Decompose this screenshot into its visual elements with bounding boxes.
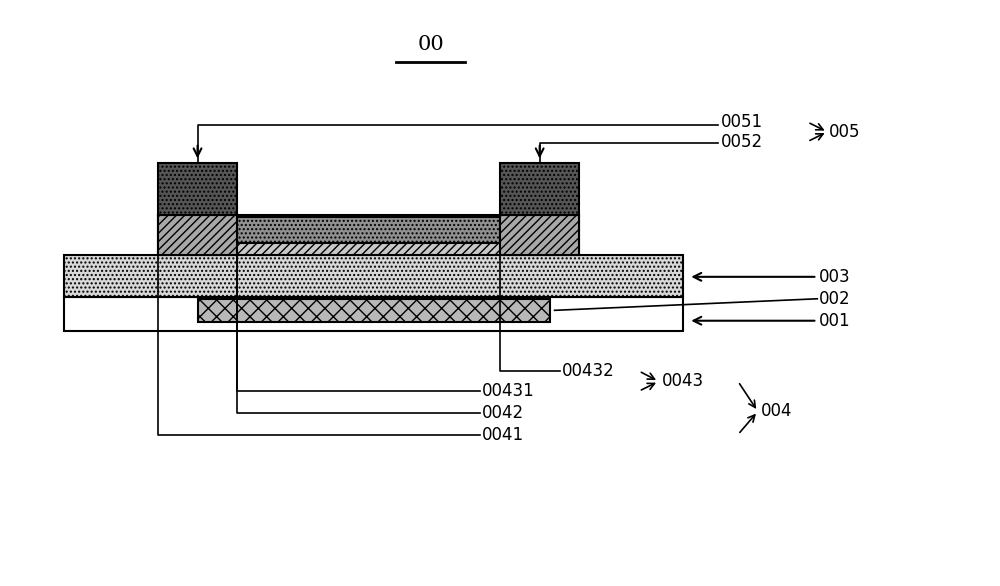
Bar [237,217,500,243]
Text: 00432: 00432 [561,362,614,380]
Bar [500,163,579,215]
Text: 0043: 0043 [662,372,704,390]
Text: 0042: 0042 [482,404,524,421]
Text: 004: 004 [761,403,792,420]
Bar [158,163,237,215]
Text: 001: 001 [819,312,851,330]
Text: 0052: 0052 [721,132,763,151]
Text: 005: 005 [829,123,861,141]
Text: 002: 002 [819,289,851,308]
Bar [64,255,683,297]
Bar [198,299,550,322]
Text: 003: 003 [819,268,851,286]
Bar [158,215,579,255]
Text: 0041: 0041 [482,425,524,444]
Bar [158,215,237,255]
Bar [64,297,683,331]
Text: 00431: 00431 [482,382,535,400]
Bar [500,215,579,255]
Text: 0051: 0051 [721,113,763,131]
Text: 00: 00 [417,35,444,54]
